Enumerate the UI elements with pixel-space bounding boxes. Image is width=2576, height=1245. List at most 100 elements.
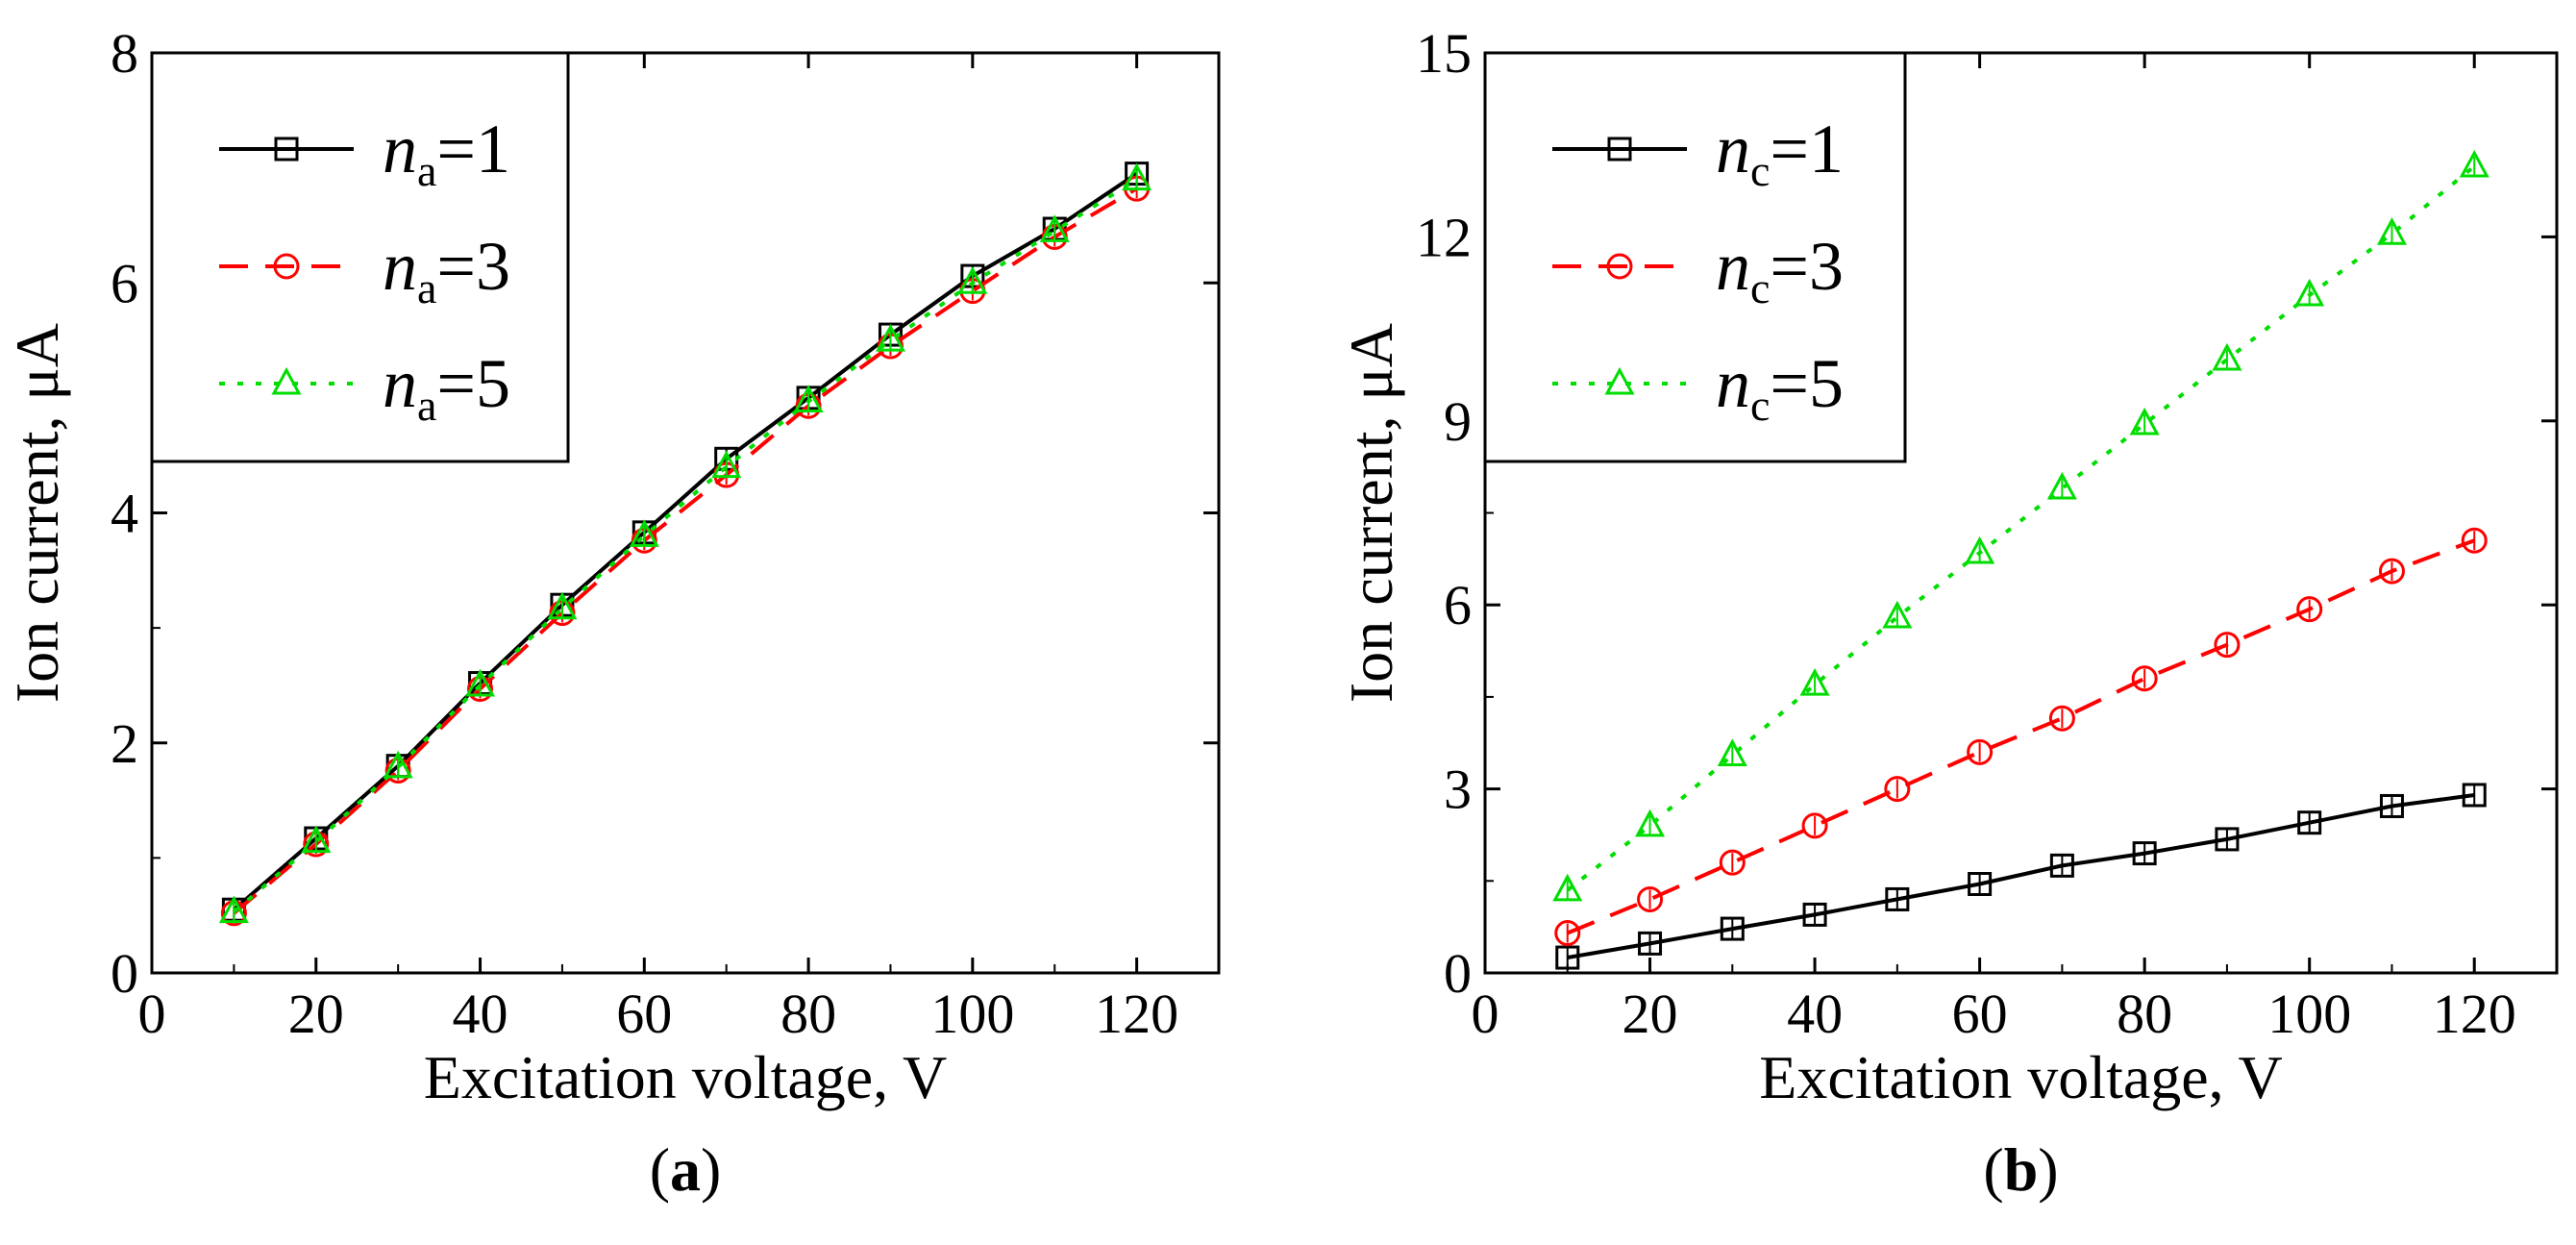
x-tick-label: 80 [780, 983, 836, 1045]
legend-box [150, 51, 570, 463]
x-tick-label: 40 [453, 983, 508, 1045]
data-point [2048, 705, 2075, 732]
series-n_c=5 [1552, 149, 2489, 902]
data-point [1802, 902, 1827, 927]
legend-label: nc=3 [1716, 228, 1844, 312]
data-point [957, 266, 988, 294]
panel-b: 0 20 40 60 80 100 120 0 3 6 9 12 15 Excitation voltag… [1337, 22, 2559, 1204]
legend-label: nc=1 [1716, 111, 1844, 195]
data-point [2046, 471, 2077, 500]
data-point [1885, 886, 1910, 911]
data-point [1801, 812, 1828, 839]
legend-marker [274, 137, 299, 162]
series-n_a=5 [218, 162, 1152, 924]
data-point [1720, 916, 1745, 941]
legend-box [1483, 51, 1907, 463]
data-point [1717, 738, 1747, 767]
data-point [875, 323, 905, 352]
series-line [1567, 793, 2475, 959]
data-point [2376, 217, 2407, 245]
legend: na=1 na=3 na=5 [150, 51, 570, 463]
data-point [1884, 776, 1911, 803]
data-point [2214, 632, 2241, 659]
series-line [233, 177, 1138, 914]
panel-label: (b) [1983, 1135, 2058, 1204]
x-tick-label: 100 [930, 983, 1014, 1045]
data-point [2379, 793, 2404, 818]
data-point [218, 895, 249, 924]
x-tick-label: 20 [1622, 983, 1678, 1045]
data-point [629, 519, 659, 547]
legend-label: nc=5 [1716, 345, 1844, 430]
x-axis-title: Excitation voltage, V [1759, 1043, 2282, 1111]
data-point [1552, 873, 1583, 902]
x-tick-label: 20 [288, 983, 344, 1045]
x-tick-label: 100 [2267, 983, 2351, 1045]
data-point [1719, 849, 1746, 876]
data-point [793, 385, 824, 412]
legend-marker [1606, 253, 1633, 280]
data-point [1967, 738, 1994, 765]
data-point [2297, 810, 2322, 835]
y-tick-label: 8 [111, 22, 138, 85]
data-point [465, 668, 496, 697]
data-point [1968, 871, 1993, 896]
data-point [2462, 783, 2487, 808]
data-point [2459, 149, 2489, 178]
legend-marker [271, 366, 302, 395]
legend-label: na=1 [383, 111, 510, 195]
data-point [1635, 809, 1666, 837]
y-tick-label: 0 [111, 942, 138, 1005]
data-point [2294, 278, 2325, 307]
x-tick-label: 120 [1095, 983, 1178, 1045]
legend: nc=1 nc=3 nc=5 [1483, 51, 1907, 463]
data-point [1122, 162, 1152, 191]
y-tick-label: 9 [1444, 390, 1472, 453]
y-tick-label: 12 [1416, 206, 1472, 268]
x-axis-title: Excitation voltage, V [424, 1043, 947, 1111]
x-tick-label: 0 [1472, 983, 1499, 1045]
data-point [2049, 853, 2074, 878]
y-tick-label: 4 [111, 483, 138, 545]
data-point [383, 750, 413, 779]
y-axis-title: Ion current, μA [1337, 323, 1405, 703]
data-point [301, 825, 332, 854]
panel-a: 0 20 40 60 80 100 120 0 2 4 6 8 Excitation voltage, … [3, 22, 1221, 1204]
data-point [1554, 920, 1581, 947]
legend-label: na=3 [383, 228, 510, 312]
y-tick-label: 2 [111, 712, 138, 775]
data-point [1555, 945, 1580, 970]
series-n_c=3 [1554, 527, 2488, 947]
data-point [220, 900, 247, 927]
data-point [1882, 600, 1913, 629]
data-point [2131, 665, 2158, 692]
x-tick-label: 60 [616, 983, 672, 1045]
y-axis-title: Ion current, μA [3, 323, 71, 703]
y-tick-label: 0 [1444, 942, 1472, 1005]
data-point [711, 450, 742, 479]
y-tick-label: 6 [1444, 574, 1472, 636]
legend-marker [1607, 137, 1632, 162]
data-point [2132, 841, 2157, 866]
data-point [2129, 407, 2160, 436]
series-line [233, 187, 1138, 915]
data-point [1965, 535, 1995, 564]
series-line [1566, 164, 2476, 892]
x-tick-label: 40 [1787, 983, 1843, 1045]
x-tick-label: 80 [2117, 983, 2172, 1045]
data-point [2296, 596, 2323, 623]
data-point [1799, 667, 1830, 696]
data-point [2461, 527, 2488, 554]
x-tick-label: 60 [1952, 983, 2008, 1045]
data-point [1637, 885, 1664, 912]
y-tick-label: 3 [1444, 759, 1472, 821]
data-point [1638, 931, 1663, 956]
y-tick-label: 6 [111, 252, 138, 314]
data-point [1039, 214, 1070, 242]
panel-label: (a) [650, 1135, 722, 1204]
series-n_c=1 [1555, 783, 2487, 970]
data-point [2215, 827, 2240, 852]
series-line [1567, 538, 2475, 935]
x-tick-label: 120 [2433, 983, 2516, 1045]
